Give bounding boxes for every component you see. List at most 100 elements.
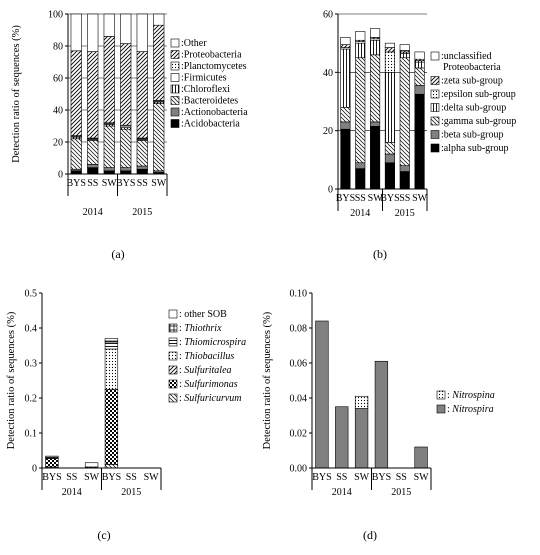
panel-label: (a)	[111, 247, 124, 261]
bar-segment	[340, 107, 351, 123]
legend-swatch	[430, 116, 440, 126]
legend-label: :zeta sub-group	[441, 76, 503, 87]
legend-swatch	[170, 73, 180, 82]
bar-segment	[384, 51, 395, 73]
legend-swatch	[170, 119, 180, 128]
bar-segment	[340, 121, 351, 130]
bar-segment	[384, 142, 395, 155]
y-tick-label: 0.04	[290, 394, 308, 405]
bar-segment	[370, 39, 381, 56]
y-tick-label: 100	[48, 10, 63, 21]
y-tick-label: 0	[32, 464, 37, 475]
bar-segment	[87, 167, 99, 175]
bar-segment	[136, 51, 148, 139]
bar-segment	[355, 168, 366, 190]
x-tick-label: BYS	[372, 472, 391, 483]
bar-segment	[136, 168, 148, 175]
legend-swatch	[170, 107, 180, 117]
y-tick-label: 60	[323, 10, 333, 21]
bar-segment	[70, 50, 82, 136]
legend-label: :Firmicutes	[181, 73, 227, 84]
x-tick-label: SS	[336, 472, 347, 483]
legend-label: :gamma sub-group	[441, 116, 516, 127]
bar-segment	[384, 153, 395, 164]
bar-segment	[340, 37, 351, 45]
legend-swatch	[436, 404, 446, 414]
bar-segment	[87, 51, 99, 139]
bar-segment	[354, 395, 369, 409]
legend-swatch	[430, 89, 440, 99]
bar-segment	[399, 44, 410, 51]
bar-segment	[384, 47, 395, 53]
bar-segment	[87, 140, 99, 165]
x-tick-label: SW	[414, 472, 430, 483]
bar-segment	[414, 85, 425, 95]
bar-segment	[104, 338, 119, 342]
bar-segment	[414, 93, 425, 190]
bar-segment	[70, 138, 82, 170]
group-label: 2014	[62, 487, 82, 498]
x-tick-label: BYS	[42, 472, 61, 483]
panel-label: (c)	[97, 528, 110, 542]
x-tick-label: SW	[102, 178, 118, 189]
bar-segment	[340, 44, 351, 48]
legend-swatch	[168, 351, 178, 361]
x-tick-label: BYS	[336, 193, 355, 204]
legend-swatch	[168, 323, 178, 333]
bar-segment	[414, 446, 428, 469]
legend-label-continued: Proteobacteria	[443, 62, 501, 73]
x-tick-label: SS	[355, 193, 366, 204]
legend: : other SOB: Thiothrix: Thiomicrospira: …	[168, 309, 246, 404]
bar-segment	[103, 13, 115, 37]
bar-segment	[84, 462, 99, 468]
bar-segment	[87, 164, 99, 168]
bar-segment	[414, 61, 425, 69]
y-tick-label: 0.3	[25, 359, 38, 370]
legend-label: :Actionobacteria	[181, 107, 248, 118]
legend-swatch	[430, 76, 440, 85]
bar-segment	[414, 67, 425, 86]
bar-segment	[355, 57, 366, 164]
bar-segment	[384, 72, 395, 143]
y-tick-label: 40	[323, 68, 333, 79]
bar-segment	[355, 162, 366, 169]
legend-label: :Proteobacteria	[181, 50, 242, 61]
y-tick-label: 0.4	[25, 324, 38, 335]
panel-label: (b)	[373, 247, 387, 261]
legend-label: : Thiobacillus	[179, 351, 234, 362]
x-tick-label: SS	[396, 472, 407, 483]
x-tick-label: SW	[368, 193, 384, 204]
bar-segment	[103, 125, 115, 168]
group-label: 2014	[83, 207, 103, 218]
legend-label: : Thiomicrospira	[179, 337, 246, 348]
bar-segment	[315, 320, 329, 469]
y-axis-label: Detection ratio of sequences (%)	[11, 25, 22, 163]
legend-swatch	[430, 103, 440, 112]
y-tick-label: 0.10	[290, 289, 308, 300]
legend-swatch	[168, 365, 178, 375]
bar-segment	[70, 13, 82, 52]
x-tick-label: SS	[87, 178, 98, 189]
y-tick-label: 40	[53, 106, 63, 117]
x-tick-label: SW	[354, 472, 370, 483]
bar-segment	[340, 48, 351, 108]
bar-segment	[399, 57, 410, 166]
bar-segment	[370, 54, 381, 123]
legend-swatch	[170, 84, 180, 94]
legend-swatch	[168, 337, 178, 347]
bar-segment	[340, 128, 351, 190]
group-label: 2015	[121, 487, 141, 498]
panel-label: (d)	[363, 528, 377, 542]
y-tick-label: 0.02	[290, 429, 308, 440]
bar-segment	[153, 24, 165, 101]
legend-swatch	[430, 143, 440, 153]
bar-segment	[136, 165, 148, 170]
y-tick-label: 0.2	[25, 394, 38, 405]
bar-segment	[120, 167, 132, 172]
bar-segment	[399, 165, 410, 172]
x-tick-label: BYS	[116, 178, 135, 189]
